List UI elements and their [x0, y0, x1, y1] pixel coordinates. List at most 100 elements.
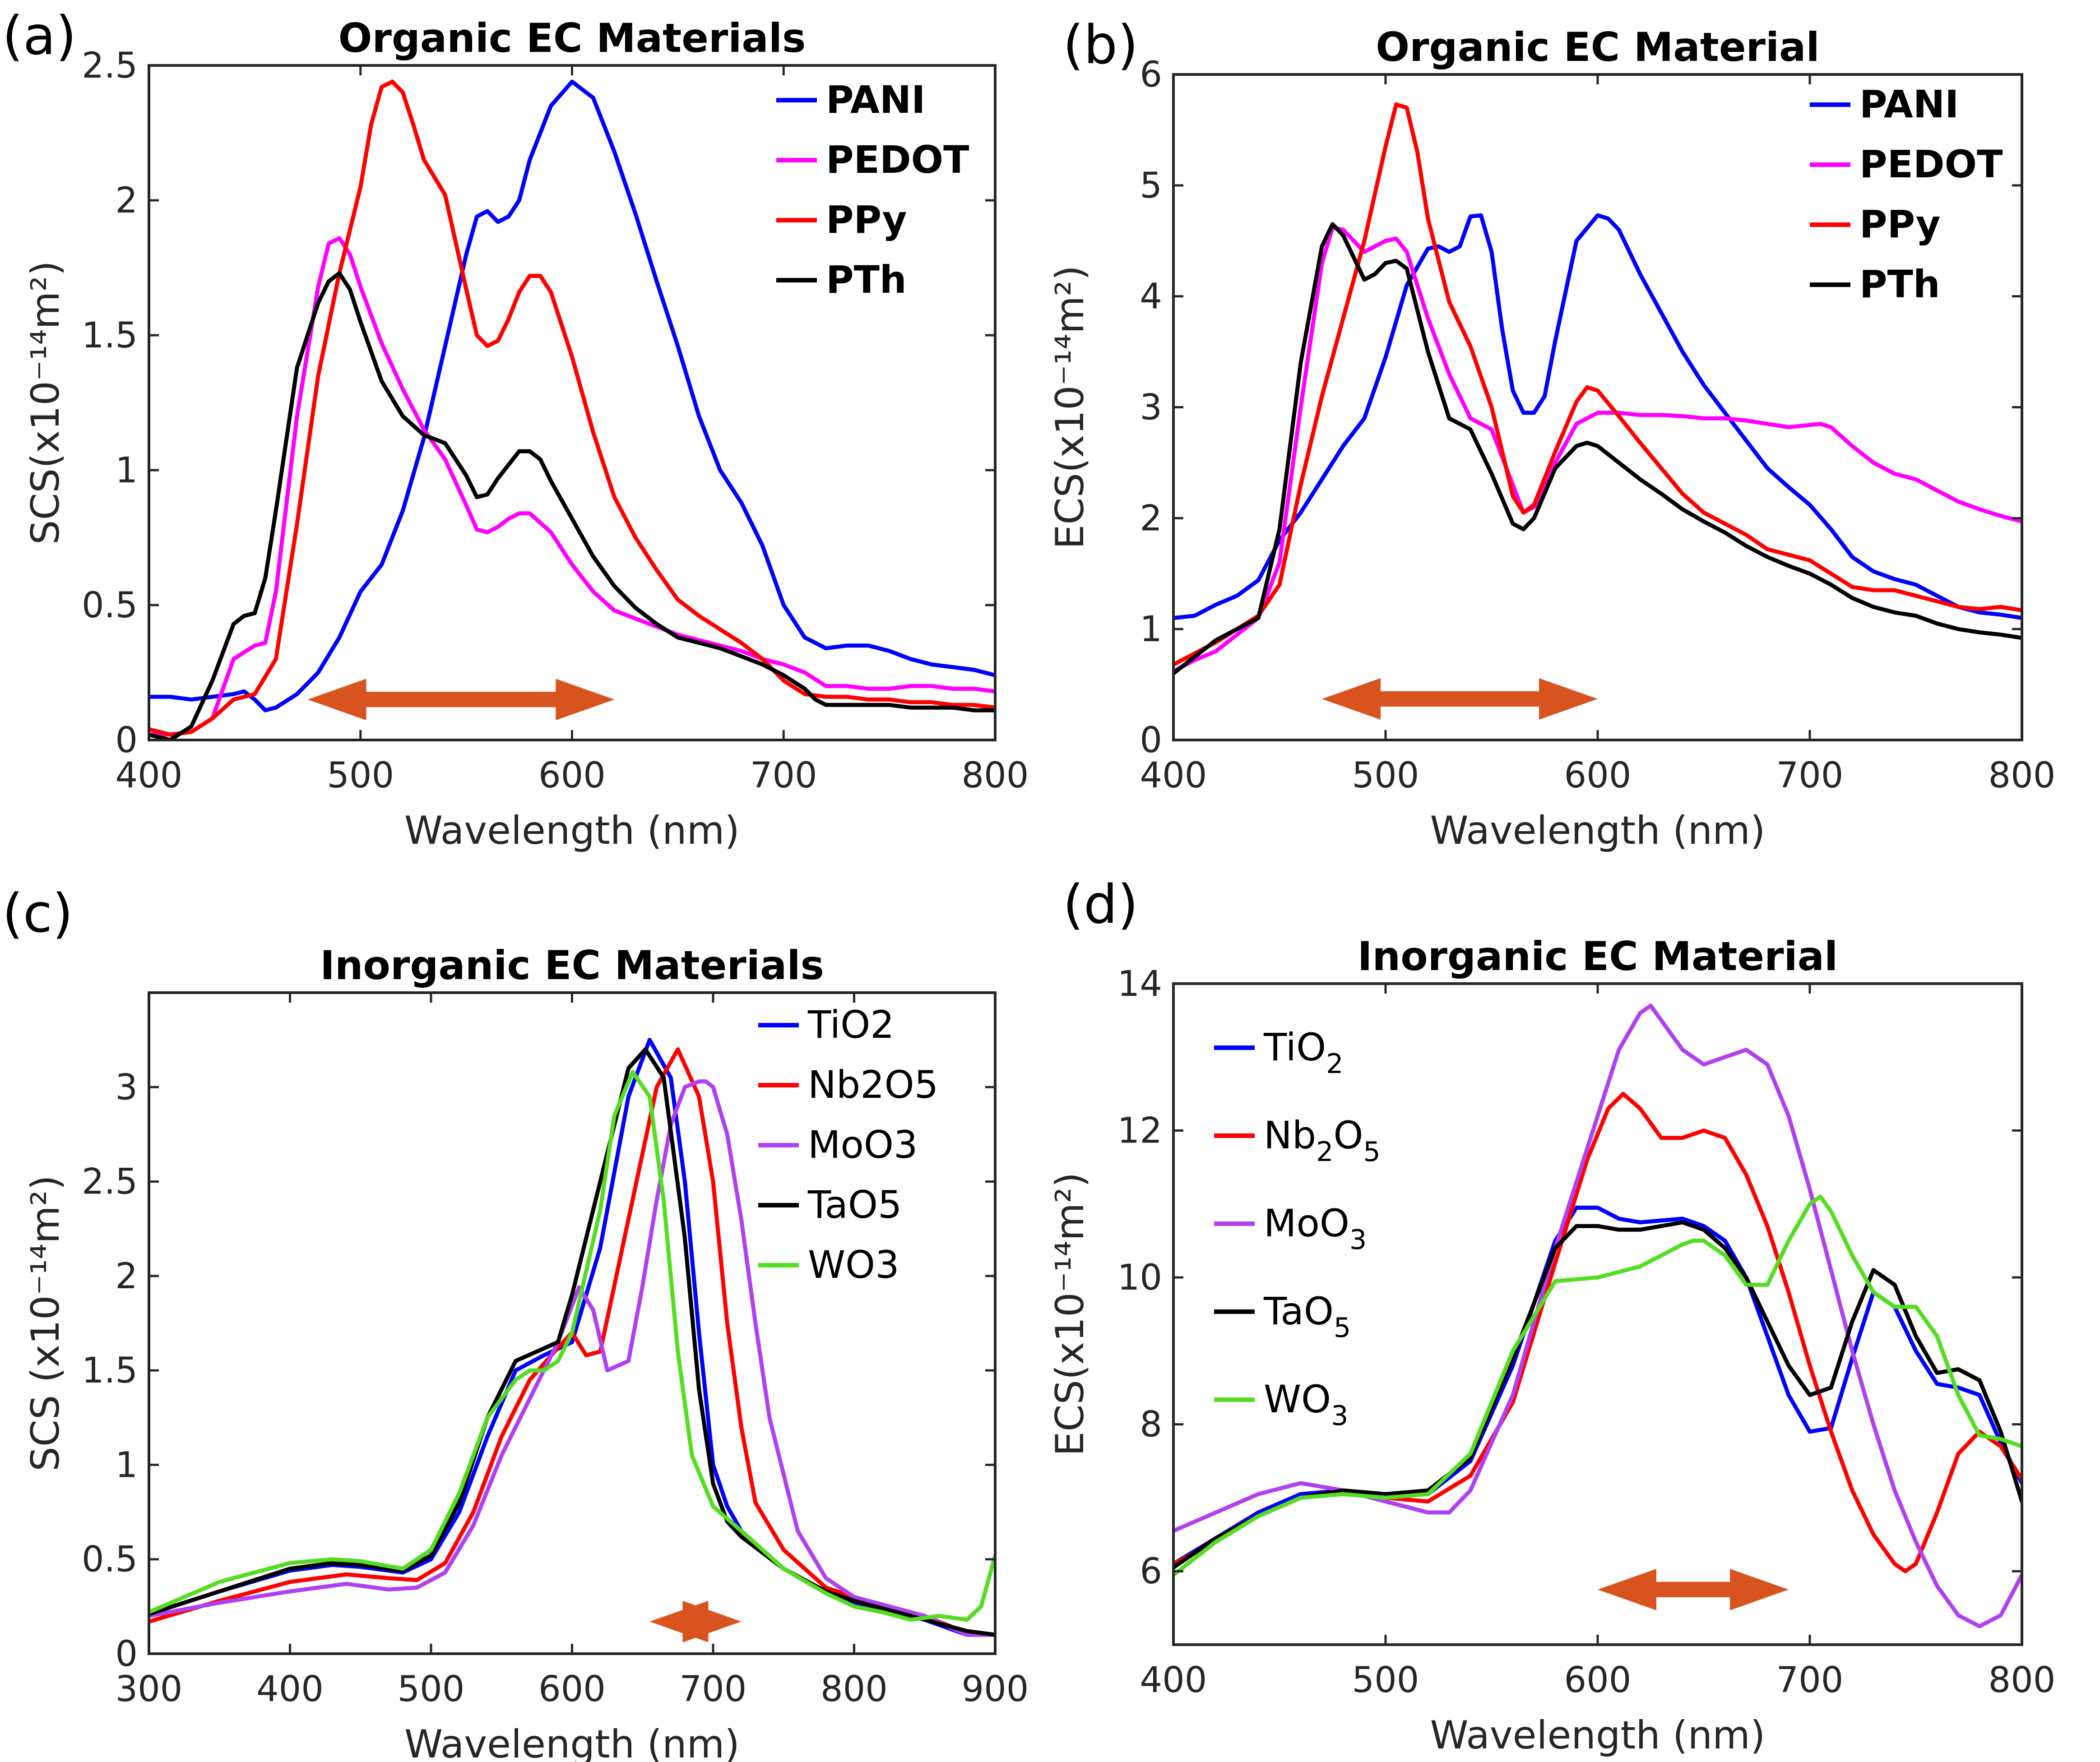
- chart-panel-3: 300 400 500 600 700 800 900 0 0.5 1 1.5 2 2.5 3 Inorga…: [2, 882, 1029, 1762]
- double-arrow-icon: [1322, 678, 1598, 720]
- x-tick-label: 800: [962, 755, 1029, 796]
- legend-entry-ppy: PPy: [826, 198, 907, 242]
- y-tick-label: 0: [115, 1634, 138, 1674]
- legend-entry-tio2: TiO2: [807, 1003, 895, 1047]
- series-line-wo3: [1173, 1194, 2022, 1577]
- x-tick-label: 500: [398, 1669, 465, 1710]
- x-tick-label: 600: [1564, 755, 1632, 796]
- y-tick-label: 10: [1117, 1258, 1162, 1298]
- x-tick-label: 600: [538, 1669, 606, 1710]
- y-tick-label: 0.5: [82, 585, 138, 626]
- chart-title: Inorganic EC Material: [1358, 933, 1838, 980]
- legend-entry-nb2o5: Nb2O5: [808, 1063, 938, 1107]
- series-line-pedot: [149, 236, 995, 737]
- x-tick-label: 400: [256, 1669, 324, 1710]
- double-arrow-icon: [1598, 1568, 1789, 1610]
- y-tick-label: 1: [115, 450, 138, 491]
- chart-panel-2: 400 500 600 700 800 0 1 2 3 4 5 6 Organic EC Materia…: [1048, 14, 2055, 853]
- x-tick-label: 700: [1776, 755, 1844, 796]
- x-axis-label: Wavelength (nm): [404, 1722, 740, 1762]
- x-tick-label: 900: [962, 1669, 1029, 1710]
- y-tick-label: 0: [115, 720, 138, 761]
- x-tick-label: 400: [1140, 755, 1207, 796]
- chart-title: Inorganic EC Materials: [320, 942, 824, 989]
- y-tick-label: 14: [1117, 964, 1162, 1004]
- series-line-pani: [149, 79, 995, 712]
- x-tick-label: 800: [821, 1669, 888, 1710]
- y-tick-label: 4: [1140, 277, 1162, 317]
- legend-entry-pedot: PEDOT: [1859, 142, 2003, 186]
- y-tick-label: 3: [115, 1067, 138, 1108]
- y-tick-label: 2: [115, 180, 138, 221]
- x-tick-label: 700: [1776, 1660, 1844, 1701]
- x-tick-label: 700: [750, 755, 817, 796]
- series-line-moo3: [149, 1079, 995, 1637]
- series-line-wo3: [149, 1070, 995, 1622]
- legend-entry-tao5: TaO5: [1263, 1289, 1351, 1344]
- series-line-ppy: [1173, 102, 2022, 667]
- x-tick-label: 800: [1989, 755, 2056, 796]
- chart-title: Organic EC Materials: [338, 15, 806, 61]
- legend-entry-moo3: MoO3: [1264, 1201, 1367, 1256]
- series-line-pedot: [1173, 225, 2022, 674]
- y-tick-label: 2: [1140, 498, 1162, 539]
- y-tick-label: 8: [1140, 1405, 1162, 1445]
- y-tick-label: 6: [1140, 1551, 1162, 1592]
- y-tick-label: 1: [1140, 609, 1162, 650]
- y-axis-label: SCS (x10⁻¹⁴m²): [23, 1175, 68, 1471]
- series-line-ppy: [149, 79, 995, 737]
- panel-label: (b): [1063, 14, 1138, 76]
- series-line-tao5: [1173, 1220, 2022, 1570]
- series-line-nb2o5: [1173, 1091, 2022, 1573]
- y-tick-label: 2.5: [82, 46, 138, 86]
- x-tick-label: 800: [1989, 1660, 2056, 1701]
- y-axis-label: ECS(x10⁻¹⁴m²): [1048, 1172, 1093, 1456]
- y-tick-label: 6: [1140, 55, 1162, 95]
- y-tick-label: 0: [1140, 720, 1162, 761]
- chart-title: Organic EC Material: [1376, 24, 1819, 70]
- legend-entry-tio2: TiO2: [1263, 1025, 1343, 1080]
- legend-entry-wo3: WO3: [1264, 1377, 1348, 1432]
- legend-entry-tao5: TaO5: [807, 1183, 902, 1227]
- y-tick-label: 2.5: [82, 1162, 138, 1202]
- legend-entry-ppy: PPy: [1859, 202, 1940, 246]
- x-tick-label: 600: [1564, 1660, 1632, 1701]
- y-tick-label: 2: [115, 1256, 138, 1297]
- series-line-pani: [1173, 213, 2022, 620]
- y-tick-label: 0.5: [82, 1540, 138, 1580]
- y-axis-label: SCS(x10⁻¹⁴m²): [23, 261, 68, 545]
- double-arrow-icon: [649, 1600, 742, 1642]
- series-line-pth: [149, 271, 995, 740]
- legend-entry-nb2o5: Nb2O5: [1264, 1113, 1381, 1168]
- x-tick-label: 500: [1352, 1660, 1419, 1701]
- legend-entry-pth: PTh: [826, 258, 907, 302]
- panel-label: (c): [2, 882, 73, 944]
- panel-label: (d): [1063, 873, 1138, 935]
- series-line-pth: [1173, 222, 2022, 675]
- x-axis-label: Wavelength (nm): [1430, 1713, 1766, 1758]
- series-line-nb2o5: [149, 1047, 995, 1637]
- y-tick-label: 3: [1140, 388, 1162, 428]
- x-tick-label: 500: [327, 755, 394, 796]
- legend-entry-moo3: MoO3: [808, 1123, 918, 1167]
- y-tick-label: 1.5: [82, 315, 138, 356]
- x-tick-label: 600: [538, 755, 606, 796]
- chart-panel-4: 400 500 600 700 800 6 8 10 12 14 Inorganic EC Mate…: [1048, 873, 2055, 1758]
- series-line-moo3: [1173, 1004, 2022, 1628]
- x-tick-label: 500: [1352, 755, 1419, 796]
- legend-entry-pani: PANI: [1859, 82, 1959, 126]
- y-tick-label: 1: [115, 1445, 138, 1485]
- y-tick-label: 12: [1117, 1111, 1162, 1152]
- double-arrow-icon: [307, 679, 615, 721]
- x-tick-label: 400: [116, 755, 183, 796]
- y-tick-label: 1.5: [82, 1350, 138, 1391]
- chart-panel-1: 400 500 600 700 800 0 0.5 1 1.5 2 2.5 Organic EC Ma…: [2, 5, 1029, 853]
- legend-entry-pedot: PEDOT: [826, 138, 969, 182]
- legend-entry-pani: PANI: [826, 78, 925, 122]
- x-axis-label: Wavelength (nm): [404, 808, 740, 853]
- legend-entry-wo3: WO3: [808, 1243, 899, 1287]
- x-tick-label: 700: [680, 1669, 747, 1710]
- x-tick-label: 400: [1140, 1660, 1207, 1701]
- y-tick-label: 5: [1140, 166, 1162, 206]
